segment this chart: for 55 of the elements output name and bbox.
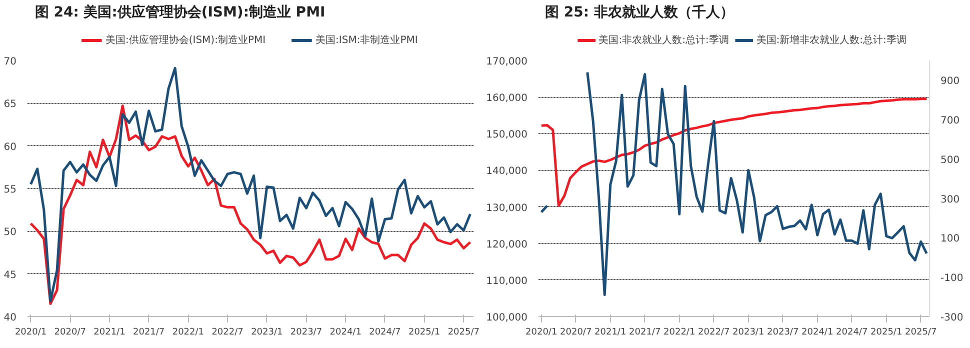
line-series	[30, 66, 472, 302]
x-tick-label: 2022/7	[698, 328, 730, 338]
line-series	[30, 104, 472, 305]
y-tick-label: 60	[4, 142, 17, 153]
x-tick-label: 2024/1	[802, 328, 834, 338]
legend-label: 美国:ISM:非制造业PMI	[316, 34, 418, 46]
y-tick-label: 40	[4, 312, 17, 324]
y-tick-label: 45	[4, 270, 17, 281]
y-tick-label: 120,000	[486, 239, 528, 250]
y-tick-label: 150,000	[486, 130, 528, 141]
x-tick-label: 2021/1	[94, 328, 126, 338]
x-tick-label: 2024/7	[836, 328, 868, 338]
line-series	[540, 98, 928, 207]
y2-tick-label: 500	[940, 154, 960, 166]
x-tick-label: 2020/7	[560, 328, 592, 338]
x-tick-label: 2025/7	[448, 328, 480, 338]
y-tick-label: 140,000	[486, 166, 528, 178]
legend-label: 美国:非农就业人数:总计:季调	[598, 34, 729, 46]
y2-tick-label: 700	[940, 116, 960, 127]
y-tick-label: 170,000	[486, 56, 528, 68]
y-tick-label: 70	[4, 56, 17, 68]
legend-label: 美国:新增非农就业人数:总计:季调	[756, 34, 906, 46]
x-tick-label: 2020/1	[14, 328, 47, 338]
x-tick-label: 2022/7	[212, 328, 244, 338]
y-tick-label: 100,000	[486, 312, 528, 324]
x-tick-label: 2025/1	[408, 328, 440, 338]
x-tick-label: 2023/1	[251, 328, 283, 338]
legend-label: 美国:供应管理协会(ISM):制造业PMI	[105, 34, 266, 46]
y2-tick-label: -300	[940, 312, 964, 324]
y-tick-label: 50	[4, 227, 17, 238]
x-tick-label: 2024/7	[369, 328, 401, 338]
y-tick-label: 160,000	[486, 93, 528, 104]
x-tick-label: 2021/7	[629, 328, 661, 338]
chart-title: 图 25: 非农就业人数（千人）	[544, 4, 734, 20]
x-tick-label: 2025/7	[905, 328, 937, 338]
x-tick-label: 2023/1	[732, 328, 764, 338]
x-tick-label: 2020/7	[54, 328, 86, 338]
y2-tick-label: 100	[940, 234, 960, 245]
x-tick-label: 2022/1	[172, 328, 204, 338]
y2-tick-label: 300	[940, 194, 960, 206]
y2-tick-label: -100	[940, 273, 964, 284]
y2-tick-label: 900	[940, 76, 960, 88]
y-tick-label: 65	[4, 99, 17, 110]
x-tick-label: 2021/1	[594, 328, 626, 338]
x-tick-label: 2025/1	[870, 328, 902, 338]
y-tick-label: 130,000	[486, 202, 528, 214]
x-tick-label: 2024/1	[330, 328, 362, 338]
x-tick-label: 2023/7	[767, 328, 799, 338]
y-tick-label: 55	[4, 184, 17, 196]
x-tick-label: 2020/1	[526, 328, 558, 338]
x-tick-label: 2021/7	[133, 328, 165, 338]
x-tick-label: 2022/1	[664, 328, 696, 338]
chart-title: 图 24: 美国:供应管理协会(ISM):制造业 PMI	[34, 4, 326, 20]
y-tick-label: 110,000	[486, 276, 528, 287]
x-tick-label: 2023/7	[290, 328, 322, 338]
